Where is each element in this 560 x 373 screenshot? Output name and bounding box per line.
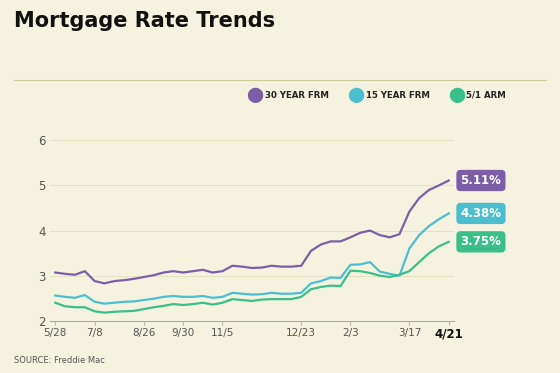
Text: 15 YEAR FRM: 15 YEAR FRM — [366, 91, 430, 100]
Text: Mortgage Rate Trends: Mortgage Rate Trends — [14, 11, 275, 31]
Text: ⬤: ⬤ — [448, 87, 465, 103]
Text: 30 YEAR FRM: 30 YEAR FRM — [265, 91, 329, 100]
Text: 3.75%: 3.75% — [460, 235, 501, 248]
Text: 4.38%: 4.38% — [460, 207, 502, 220]
Text: 5.11%: 5.11% — [460, 174, 501, 187]
Text: SOURCE: Freddie Mac: SOURCE: Freddie Mac — [14, 356, 105, 365]
Text: ⬤: ⬤ — [347, 87, 365, 103]
Text: 5/1 ARM: 5/1 ARM — [466, 91, 506, 100]
Text: ⬤: ⬤ — [246, 87, 264, 103]
